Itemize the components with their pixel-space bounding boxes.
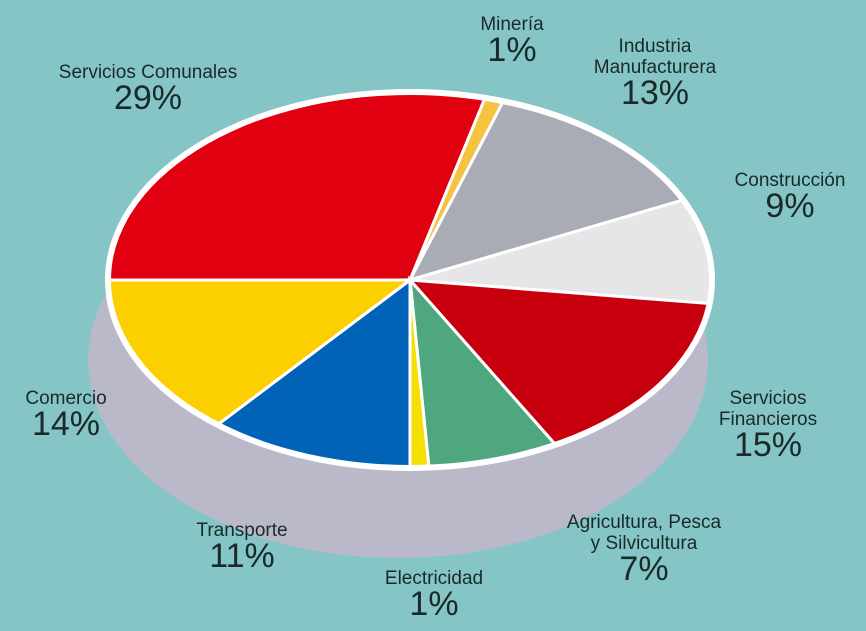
slice-label: Minería [480,14,544,35]
slice-value-label: 11% [209,537,275,575]
slice-label: Electricidad [384,568,484,589]
slice-value-label: 9% [765,187,815,225]
slice-value-label: 1% [409,585,459,623]
slice-label: Transporte [196,520,288,541]
slice-value-label: 15% [733,426,803,464]
slice-label: Servicios Financieros [718,388,818,430]
slice-label: Comercio [25,388,107,409]
slice-value-label: 1% [487,31,537,69]
slice-value-label: 29% [113,79,183,117]
slice-value-label: 13% [620,74,690,112]
slice-label: Servicios Comunales [58,62,238,83]
slice-label: Construcción [734,170,846,191]
pie-rim [105,89,715,471]
slice-label: Agricultura, Pesca y Silvicultura [566,512,722,554]
slice-label: Industria Manufacturera [593,36,717,78]
slice-value-label: 7% [619,550,669,588]
slice-value-label: 14% [31,405,101,443]
